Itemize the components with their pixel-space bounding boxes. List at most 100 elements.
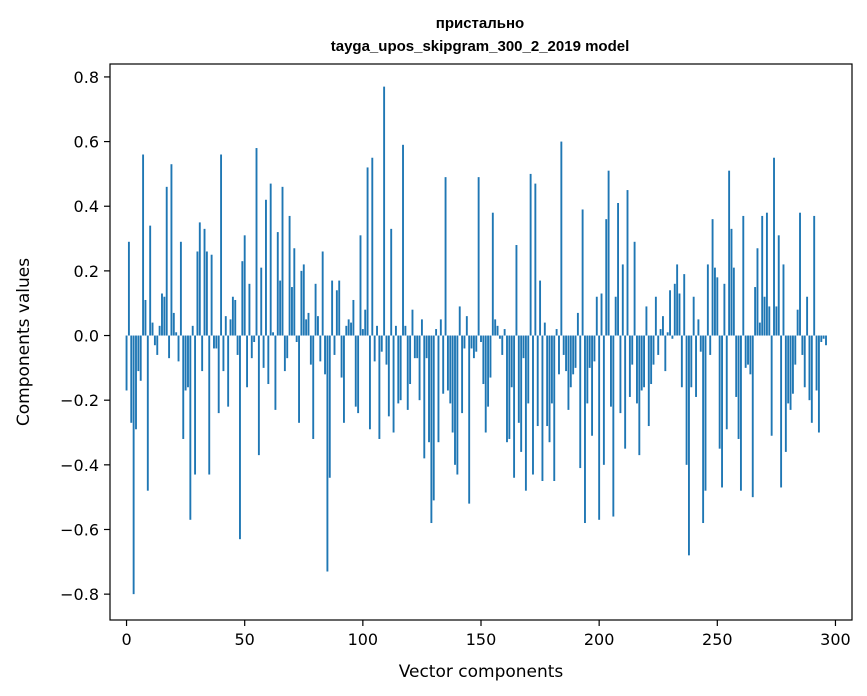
y-tick-label: 0.8: [74, 68, 99, 87]
bar: [357, 335, 360, 414]
bar: [432, 335, 435, 501]
bar: [513, 335, 516, 478]
bar: [718, 335, 721, 449]
bar: [780, 335, 783, 488]
bar: [598, 335, 601, 520]
bar: [172, 312, 175, 336]
bar: [690, 335, 693, 388]
bar: [706, 264, 709, 336]
bar: [555, 329, 558, 336]
bar: [503, 329, 506, 336]
bar: [451, 335, 454, 433]
bar: [532, 335, 534, 475]
bar: [165, 186, 168, 336]
bar: [435, 329, 438, 336]
bar: [768, 306, 771, 336]
bar: [283, 335, 286, 372]
bar: [796, 309, 799, 336]
bar: [208, 335, 211, 475]
bar: [728, 170, 731, 336]
bar: [454, 335, 456, 465]
bar: [291, 287, 293, 336]
bar: [714, 267, 716, 336]
bar: [543, 322, 546, 336]
bar: [468, 335, 471, 504]
bar: [456, 335, 459, 475]
bar: [704, 335, 707, 491]
bar: [461, 335, 464, 414]
bar: [600, 293, 603, 336]
bar: [586, 335, 589, 404]
bar: [151, 322, 154, 336]
bar: [383, 86, 386, 336]
bar: [763, 296, 766, 336]
x-tick-label: 0: [121, 630, 131, 649]
bar: [515, 245, 518, 336]
bar: [669, 290, 671, 336]
bar: [765, 212, 768, 336]
bar: [309, 335, 312, 365]
bar: [430, 335, 433, 524]
x-axis-label: Vector components: [399, 662, 564, 682]
bar: [579, 335, 582, 469]
y-tick-label: 0.6: [74, 133, 99, 152]
bar: [156, 335, 159, 355]
bar: [248, 283, 251, 336]
bar: [626, 190, 629, 336]
bar: [402, 144, 404, 336]
bar: [536, 335, 539, 427]
bar: [253, 335, 256, 342]
bar: [142, 154, 145, 336]
bar: [610, 335, 612, 407]
bar: [524, 335, 527, 491]
bar: [352, 299, 355, 336]
bar: [338, 280, 341, 336]
bar: [392, 335, 395, 433]
y-tick-label: −0.6: [60, 520, 99, 539]
bar: [567, 335, 570, 410]
bar: [449, 335, 452, 404]
bar: [267, 335, 270, 385]
bar: [522, 335, 525, 359]
bar: [650, 335, 653, 385]
bar: [340, 335, 343, 378]
bars-group: [125, 86, 827, 595]
bar: [756, 248, 759, 336]
bar: [773, 157, 775, 336]
plot-frame: [109, 63, 853, 621]
bar: [621, 264, 624, 336]
bar: [480, 335, 482, 342]
y-tick-label: 0.2: [74, 262, 99, 281]
bar: [808, 335, 811, 401]
bar: [250, 335, 253, 359]
bar: [196, 251, 199, 336]
bar: [472, 335, 475, 359]
bar: [801, 335, 804, 355]
bar: [673, 283, 676, 336]
bar: [654, 296, 657, 336]
bar: [725, 335, 728, 430]
bar: [260, 267, 263, 336]
bar: [125, 335, 128, 391]
bar: [747, 335, 749, 365]
bar: [574, 335, 577, 368]
bar: [595, 296, 598, 336]
bar: [744, 335, 747, 368]
bar: [702, 335, 705, 524]
bar: [784, 335, 787, 452]
bar: [813, 215, 816, 336]
bar: [333, 335, 336, 355]
bar: [735, 335, 738, 397]
bar: [657, 335, 660, 355]
bar: [465, 316, 468, 336]
bar: [437, 335, 440, 443]
bar: [498, 335, 501, 339]
bar: [496, 325, 499, 336]
bar: [149, 225, 152, 336]
bar: [295, 335, 298, 342]
bar: [520, 335, 523, 452]
bar: [723, 283, 726, 336]
bar: [614, 296, 617, 336]
bar: [463, 335, 466, 349]
bar: [607, 170, 610, 336]
